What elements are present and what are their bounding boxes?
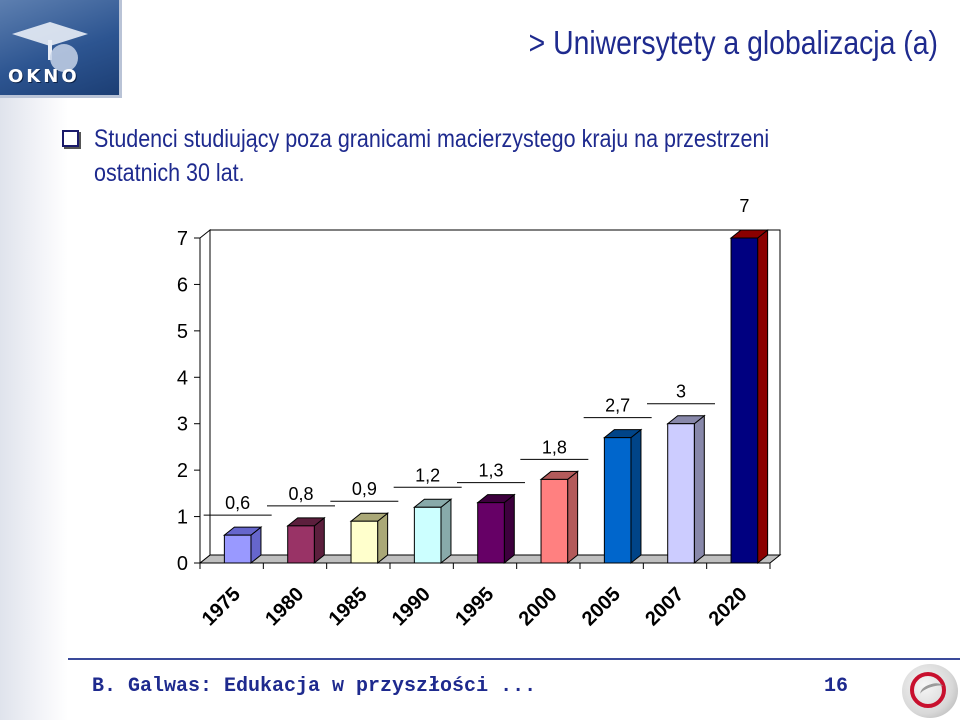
data-label: 0,8 — [288, 484, 313, 504]
bar — [540, 478, 569, 564]
category-label: 1975 — [198, 583, 245, 630]
checkbox-bullet-icon — [62, 130, 79, 147]
bar-side — [630, 428, 642, 565]
okno-logo: OKNO — [0, 0, 122, 98]
bar-1975 — [222, 526, 263, 565]
page-number: 16 — [824, 675, 849, 698]
data-label: 0,9 — [352, 479, 377, 499]
bar-side — [440, 498, 452, 565]
y-tick-label: 3 — [177, 414, 188, 436]
y-tick-label: 2 — [177, 460, 188, 482]
logo-text: OKNO — [8, 66, 80, 87]
bar — [223, 534, 252, 564]
university-emblem-icon — [902, 664, 958, 718]
bar-side — [693, 414, 705, 565]
left-decoration-strip — [0, 0, 68, 720]
y-tick-label: 6 — [177, 274, 188, 296]
category-label: 1990 — [388, 583, 435, 630]
footer-author: B. Galwas: Edukacja w przyszłości ... — [92, 675, 537, 698]
y-tick-label: 4 — [177, 367, 188, 389]
bar — [730, 237, 759, 564]
bar-side — [377, 512, 389, 565]
footer-divider — [68, 658, 960, 660]
y-tick-label: 7 — [177, 228, 188, 250]
data-label: 0,6 — [225, 493, 250, 513]
bar — [477, 502, 505, 564]
bar — [413, 506, 442, 564]
bar — [350, 520, 379, 564]
bullet-text: Studenci studiujący poza granicami macie… — [94, 125, 770, 187]
y-tick-label: 0 — [177, 553, 188, 575]
category-label: 2005 — [578, 583, 625, 630]
bar-1990 — [412, 498, 453, 565]
category-label: 2007 — [641, 583, 688, 630]
page-title: > Uniwersytety a globalizacja (a) — [528, 24, 938, 61]
category-label: 2000 — [515, 583, 562, 630]
category-label: 2020 — [705, 583, 752, 630]
bar — [603, 437, 632, 564]
bar-2005 — [602, 428, 643, 565]
bar-side — [503, 493, 515, 565]
data-label: 1,8 — [542, 437, 567, 457]
graduate-cap-icon — [12, 22, 88, 72]
category-label: 1985 — [325, 583, 372, 630]
data-label: 3 — [676, 382, 686, 402]
bar-side — [757, 228, 769, 565]
data-label: 7 — [739, 196, 749, 216]
y-tick-label: 1 — [177, 507, 188, 529]
category-label: 1980 — [261, 583, 308, 630]
data-label: 1,3 — [478, 461, 503, 481]
chart-bars — [222, 228, 770, 565]
bar — [667, 423, 695, 564]
bar-2020 — [729, 228, 770, 565]
bar-2000 — [539, 470, 580, 565]
bar-1980 — [286, 516, 326, 565]
data-label: 1,2 — [415, 465, 440, 485]
bar-2007 — [666, 414, 706, 565]
bar-1985 — [349, 512, 390, 565]
bar — [287, 525, 315, 564]
chart-side-wall — [199, 228, 211, 565]
y-tick-label: 5 — [177, 321, 188, 343]
data-label: 2,7 — [605, 396, 630, 416]
category-label: 1995 — [451, 583, 498, 630]
bar-side — [567, 470, 579, 565]
bar-1995 — [476, 493, 516, 565]
